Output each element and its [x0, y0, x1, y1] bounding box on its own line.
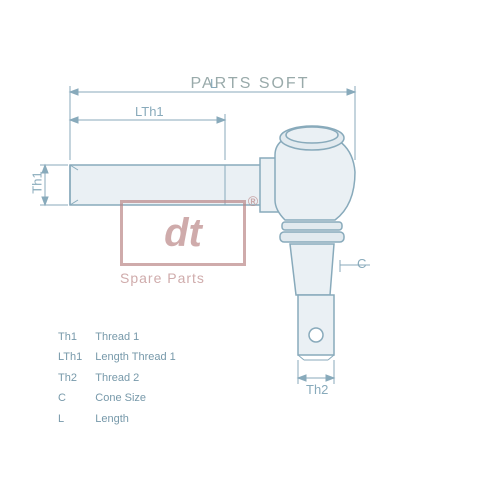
legend-row: CCone Size	[57, 389, 177, 408]
legend-table: Th1Thread 1LTh1Length Thread 1 Th2Thread …	[55, 326, 179, 431]
legend-row: LTh1Length Thread 1	[57, 348, 177, 367]
label-LTh1: LTh1	[135, 104, 164, 119]
legend-row: Th1Thread 1	[57, 328, 177, 347]
legend-row: LLength	[57, 410, 177, 429]
label-Th2: Th2	[306, 382, 328, 397]
logo-text: dt	[164, 211, 202, 256]
brand-logo: dt ® Spare Parts	[120, 200, 246, 286]
label-L: L	[210, 76, 217, 91]
diagram-container: PARTS SOFT	[0, 0, 500, 500]
label-C: C	[357, 256, 366, 271]
logo-subtitle: Spare Parts	[120, 270, 246, 286]
registered-icon: ®	[248, 193, 258, 209]
legend-row: Th2Thread 2	[57, 369, 177, 388]
label-Th1: Th1	[30, 171, 45, 193]
